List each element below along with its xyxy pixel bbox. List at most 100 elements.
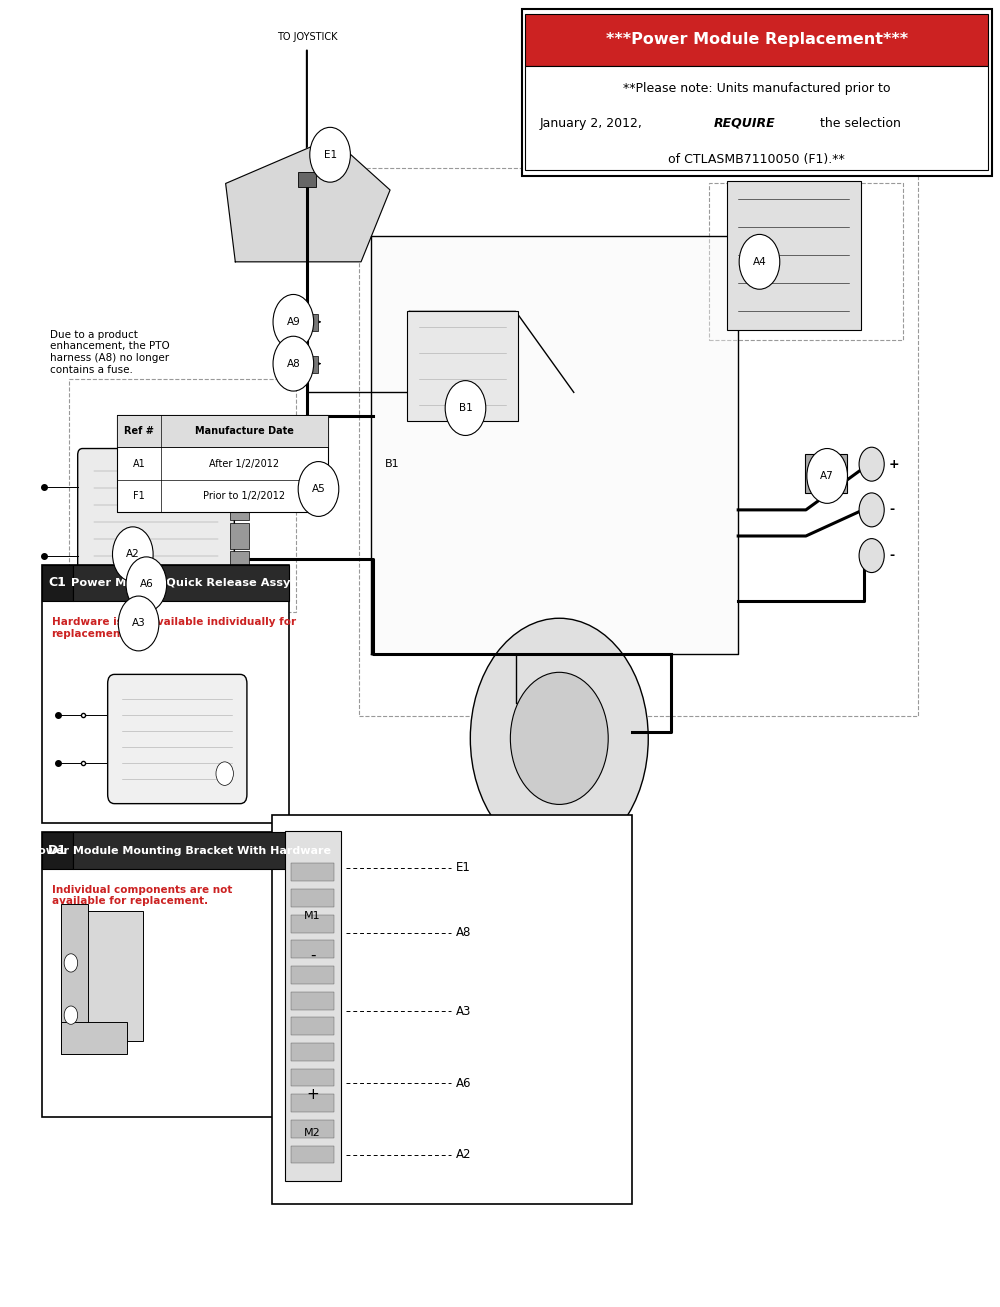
Circle shape bbox=[859, 447, 884, 481]
Text: **Please note: Units manufactured prior to: **Please note: Units manufactured prior … bbox=[623, 81, 890, 94]
Text: ***Power Module Replacement***: ***Power Module Replacement*** bbox=[606, 33, 908, 47]
Text: Hardware is not available individually for
replacement.: Hardware is not available individually f… bbox=[52, 617, 296, 639]
Text: Power Module Mounting Bracket With Hardware: Power Module Mounting Bracket With Hardw… bbox=[30, 846, 331, 856]
FancyBboxPatch shape bbox=[522, 9, 992, 175]
Circle shape bbox=[64, 1006, 78, 1025]
Polygon shape bbox=[226, 137, 390, 261]
Text: A2: A2 bbox=[456, 1149, 471, 1162]
Text: Due to a product
enhancement, the PTO
harness (A8) no longer
contains a fuse.: Due to a product enhancement, the PTO ha… bbox=[50, 329, 169, 375]
Text: A2: A2 bbox=[126, 549, 140, 559]
Text: -: - bbox=[889, 549, 894, 562]
Text: A4: A4 bbox=[753, 256, 766, 267]
FancyBboxPatch shape bbox=[272, 816, 632, 1205]
Circle shape bbox=[112, 527, 153, 582]
Circle shape bbox=[807, 448, 847, 503]
FancyBboxPatch shape bbox=[291, 915, 334, 932]
Circle shape bbox=[859, 493, 884, 527]
FancyBboxPatch shape bbox=[291, 1145, 334, 1163]
Text: M1: M1 bbox=[304, 911, 321, 921]
FancyBboxPatch shape bbox=[305, 314, 318, 331]
FancyBboxPatch shape bbox=[407, 311, 518, 421]
Text: Individual components are not
available for replacement.: Individual components are not available … bbox=[52, 885, 232, 906]
Circle shape bbox=[445, 380, 486, 435]
Circle shape bbox=[310, 127, 350, 182]
Text: -: - bbox=[310, 948, 315, 963]
FancyBboxPatch shape bbox=[230, 523, 249, 549]
FancyBboxPatch shape bbox=[117, 414, 328, 447]
Text: -: - bbox=[889, 503, 894, 516]
Text: A5: A5 bbox=[312, 484, 325, 494]
FancyBboxPatch shape bbox=[291, 1017, 334, 1035]
FancyBboxPatch shape bbox=[42, 565, 73, 601]
Text: the selection: the selection bbox=[820, 116, 901, 129]
Circle shape bbox=[510, 672, 608, 804]
Text: A6: A6 bbox=[456, 1077, 471, 1090]
Text: +: + bbox=[306, 1086, 319, 1102]
Circle shape bbox=[739, 234, 780, 289]
Circle shape bbox=[118, 596, 159, 651]
FancyBboxPatch shape bbox=[61, 1022, 127, 1055]
Text: A7: A7 bbox=[820, 471, 834, 481]
FancyBboxPatch shape bbox=[305, 356, 318, 372]
Circle shape bbox=[126, 557, 167, 612]
Text: Manufacture Date: Manufacture Date bbox=[195, 426, 294, 437]
FancyBboxPatch shape bbox=[285, 831, 341, 1182]
Text: A8: A8 bbox=[286, 358, 300, 369]
FancyBboxPatch shape bbox=[291, 889, 334, 907]
FancyBboxPatch shape bbox=[525, 14, 988, 65]
FancyBboxPatch shape bbox=[805, 454, 847, 493]
FancyBboxPatch shape bbox=[727, 180, 861, 329]
Circle shape bbox=[470, 618, 648, 859]
FancyBboxPatch shape bbox=[81, 911, 143, 1042]
FancyBboxPatch shape bbox=[230, 494, 249, 520]
FancyBboxPatch shape bbox=[42, 833, 73, 869]
Text: A9: A9 bbox=[286, 316, 300, 327]
Circle shape bbox=[273, 336, 314, 391]
Text: After 1/2/2012: After 1/2/2012 bbox=[209, 459, 280, 468]
Text: TO JOYSTICK: TO JOYSTICK bbox=[277, 33, 337, 42]
Text: B1: B1 bbox=[459, 403, 472, 413]
FancyBboxPatch shape bbox=[291, 966, 334, 984]
Text: M2: M2 bbox=[304, 1128, 321, 1138]
Circle shape bbox=[298, 461, 339, 516]
FancyBboxPatch shape bbox=[311, 481, 322, 499]
Text: Prior to 1/2/2012: Prior to 1/2/2012 bbox=[203, 491, 286, 501]
FancyBboxPatch shape bbox=[291, 1120, 334, 1138]
Text: A1: A1 bbox=[133, 459, 145, 468]
Circle shape bbox=[859, 538, 884, 572]
FancyBboxPatch shape bbox=[108, 674, 247, 804]
FancyBboxPatch shape bbox=[117, 414, 328, 512]
Text: +: + bbox=[889, 457, 900, 471]
Text: of CTLASMB7110050 (F1).**: of CTLASMB7110050 (F1).** bbox=[668, 153, 845, 166]
FancyBboxPatch shape bbox=[42, 565, 289, 823]
FancyBboxPatch shape bbox=[291, 1094, 334, 1112]
Text: A3: A3 bbox=[456, 1005, 471, 1018]
FancyBboxPatch shape bbox=[61, 904, 88, 1055]
Text: A6: A6 bbox=[139, 579, 153, 589]
FancyBboxPatch shape bbox=[291, 1043, 334, 1061]
Text: January 2, 2012,: January 2, 2012, bbox=[540, 116, 643, 129]
FancyBboxPatch shape bbox=[73, 833, 289, 869]
FancyBboxPatch shape bbox=[78, 448, 234, 595]
Text: E1: E1 bbox=[456, 861, 471, 874]
Text: D1: D1 bbox=[48, 844, 67, 857]
FancyBboxPatch shape bbox=[230, 552, 249, 578]
FancyBboxPatch shape bbox=[291, 863, 334, 881]
Text: REQUIRE: REQUIRE bbox=[714, 116, 776, 129]
Text: C1: C1 bbox=[48, 576, 66, 589]
FancyBboxPatch shape bbox=[291, 1069, 334, 1086]
FancyBboxPatch shape bbox=[42, 833, 289, 1117]
FancyBboxPatch shape bbox=[291, 992, 334, 1009]
FancyBboxPatch shape bbox=[291, 940, 334, 958]
Text: Power Module Quick Release Assy: Power Module Quick Release Assy bbox=[71, 578, 290, 588]
FancyBboxPatch shape bbox=[73, 565, 289, 601]
FancyBboxPatch shape bbox=[230, 467, 249, 491]
Text: B1: B1 bbox=[385, 459, 399, 469]
Text: A3: A3 bbox=[132, 618, 145, 629]
Circle shape bbox=[273, 294, 314, 349]
Text: F1: F1 bbox=[133, 491, 145, 501]
Circle shape bbox=[64, 954, 78, 972]
Text: E1: E1 bbox=[324, 150, 337, 159]
FancyBboxPatch shape bbox=[525, 65, 988, 170]
FancyBboxPatch shape bbox=[298, 171, 316, 187]
